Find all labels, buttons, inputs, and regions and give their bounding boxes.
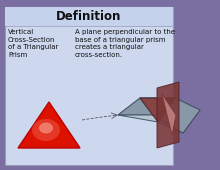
FancyBboxPatch shape: [5, 7, 173, 165]
Polygon shape: [162, 94, 176, 135]
FancyBboxPatch shape: [5, 7, 173, 26]
Ellipse shape: [32, 119, 60, 141]
Text: A plane perpendicular to the
base of a triangular prism
creates a triangular
cro: A plane perpendicular to the base of a t…: [75, 29, 175, 58]
Polygon shape: [118, 98, 175, 115]
Polygon shape: [157, 82, 179, 148]
Polygon shape: [158, 98, 200, 133]
Text: Definition: Definition: [56, 10, 122, 23]
Polygon shape: [118, 98, 158, 122]
Polygon shape: [140, 98, 200, 110]
Polygon shape: [165, 110, 200, 133]
Ellipse shape: [39, 123, 53, 133]
Polygon shape: [140, 98, 175, 122]
Text: Vertical
Cross-Section
of a Triangular
Prism: Vertical Cross-Section of a Triangular P…: [8, 29, 58, 58]
Polygon shape: [118, 115, 183, 133]
Polygon shape: [18, 102, 80, 148]
